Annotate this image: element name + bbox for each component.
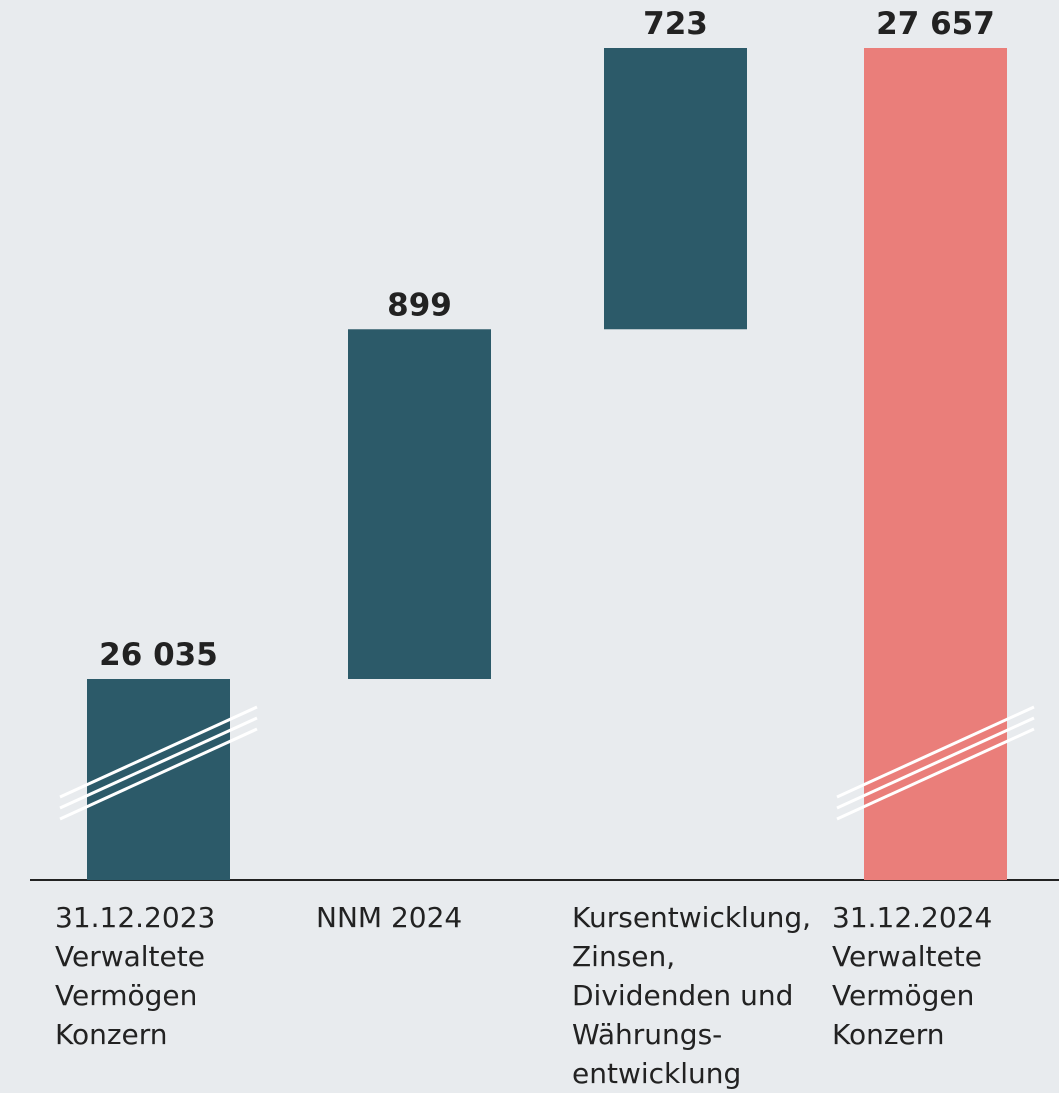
axis-break	[59, 727, 258, 821]
category-label: 31.12.2023 Verwaltete Vermögen Konzern	[55, 901, 216, 1051]
axis-break	[59, 716, 258, 810]
axis-break	[59, 705, 258, 799]
axis-break	[836, 727, 1035, 821]
axis-break	[836, 705, 1035, 799]
value-label: 27 657	[876, 6, 995, 42]
category-label: 31.12.2024 Verwaltete Vermögen Konzern	[832, 901, 993, 1051]
bar	[604, 48, 747, 330]
axis-break	[836, 716, 1035, 810]
bar	[864, 48, 1007, 880]
value-label: 723	[643, 6, 708, 42]
bar	[87, 679, 230, 880]
value-label: 899	[387, 287, 452, 323]
value-label: 26 035	[99, 637, 218, 673]
bar	[348, 329, 491, 679]
category-label: Kursentwicklung, Zinsen, Dividenden und …	[572, 901, 811, 1090]
category-label: NNM 2024	[316, 901, 463, 934]
